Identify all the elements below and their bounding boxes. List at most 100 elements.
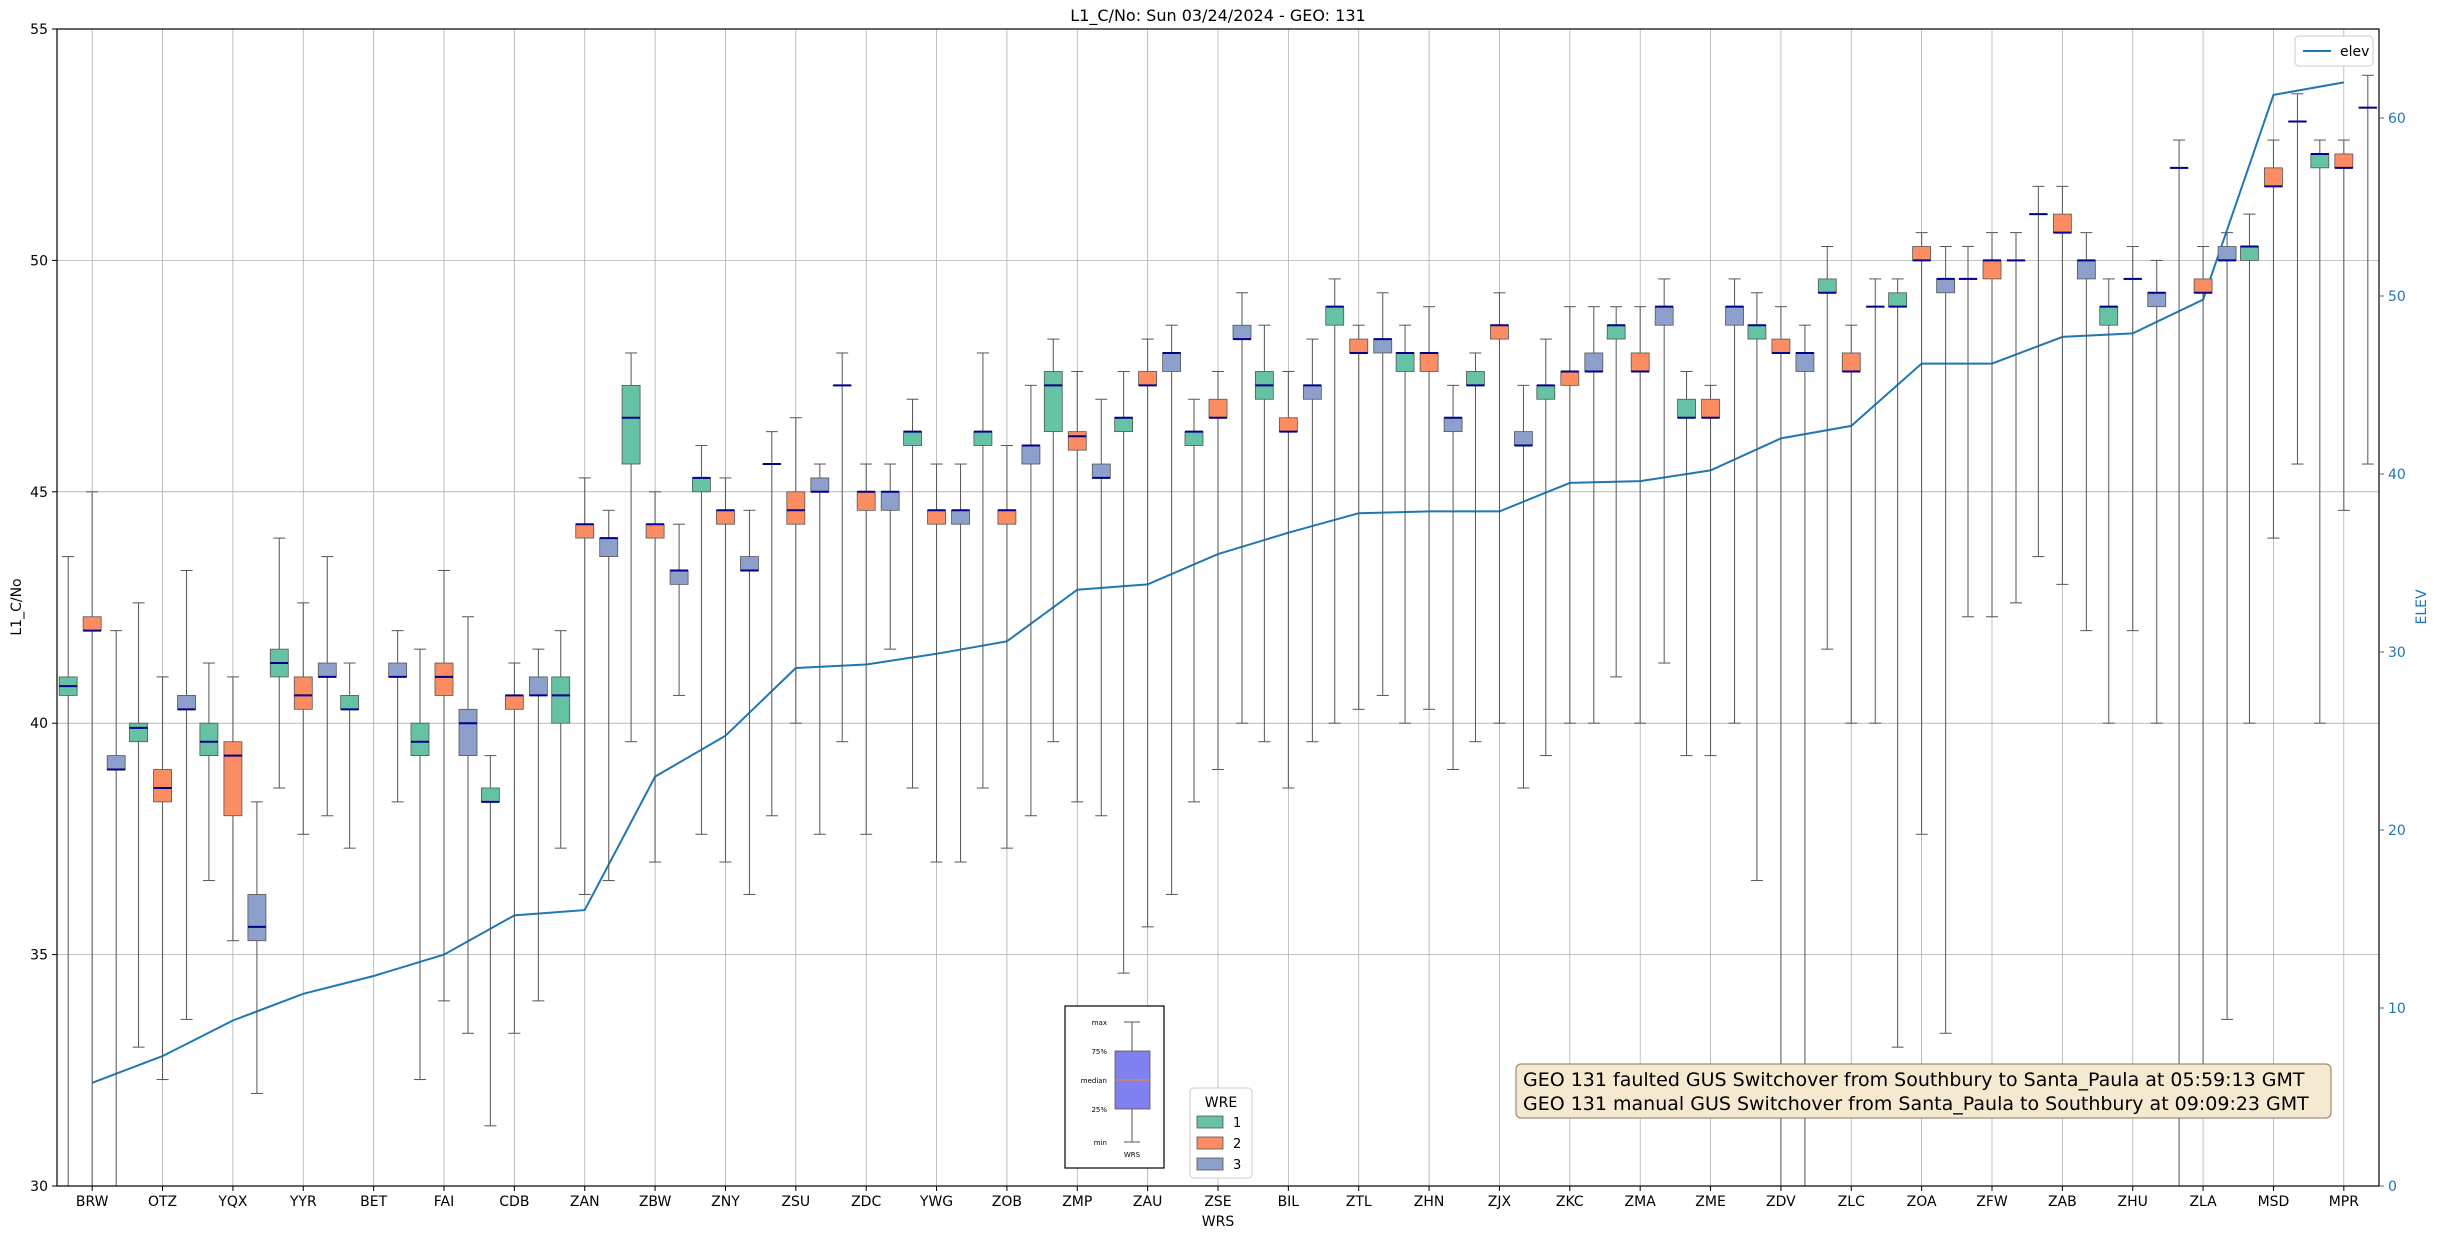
box-body bbox=[1912, 246, 1932, 261]
annotation-line-1: GEO 131 faulted GUS Switchover from Sout… bbox=[1523, 1069, 2305, 1091]
x-tick-label: ZNY bbox=[711, 1194, 740, 1210]
box-body bbox=[2217, 246, 2237, 261]
box-body bbox=[1373, 338, 1393, 354]
box-body bbox=[2099, 306, 2119, 326]
box-ZTL-wre2 bbox=[1349, 324, 1369, 710]
box-body bbox=[1466, 371, 1485, 386]
box-body bbox=[1184, 431, 1204, 446]
box-body bbox=[599, 537, 619, 557]
box-ZLC-wre2 bbox=[1841, 324, 1861, 724]
box-MPR-wre3 bbox=[2358, 74, 2378, 465]
box-ZMP-wre1 bbox=[1043, 338, 1063, 743]
box-body bbox=[223, 741, 243, 817]
box-body bbox=[2052, 213, 2072, 234]
y-tick-label: 35 bbox=[30, 948, 48, 964]
box-body bbox=[1278, 417, 1298, 433]
box-ZHU-wre1 bbox=[2099, 278, 2119, 724]
box-body bbox=[1395, 352, 1415, 372]
box-ZHN-wre3 bbox=[1443, 384, 1463, 770]
box-YWG-wre1 bbox=[903, 398, 922, 789]
box-ZDC-wre1 bbox=[832, 352, 852, 743]
legend-wre-swatch-3 bbox=[1196, 1157, 1224, 1171]
box-body bbox=[247, 894, 267, 942]
box-CDB-wre1 bbox=[480, 755, 500, 1127]
box-MPR-wre2 bbox=[2334, 139, 2354, 511]
box-body bbox=[153, 769, 172, 803]
box-ZAB-wre1 bbox=[2028, 185, 2048, 558]
box-ZLA-wre3 bbox=[2217, 232, 2237, 1020]
box-ZKC-wre2 bbox=[1560, 306, 1580, 724]
box-body bbox=[1162, 352, 1182, 372]
y-tick-label: 40 bbox=[30, 716, 48, 732]
box-body bbox=[1771, 338, 1791, 354]
x-tick-label: ZAN bbox=[570, 1194, 600, 1210]
box-MSD-wre2 bbox=[2264, 139, 2283, 539]
box-ZTL-wre1 bbox=[1325, 278, 1345, 724]
box-BRW-wre1 bbox=[58, 556, 78, 1187]
inset-box-key: max 75% median 25% min WRS bbox=[1064, 1005, 1165, 1169]
y2-tick-label: 50 bbox=[2388, 289, 2406, 305]
x-tick-label: YYR bbox=[289, 1194, 317, 1210]
box-body bbox=[82, 616, 102, 632]
box-body bbox=[973, 431, 993, 446]
x-tick-label: ZDV bbox=[1766, 1194, 1796, 1210]
annotation-box: GEO 131 faulted GUS Switchover from Sout… bbox=[1515, 1063, 2332, 1119]
box-BRW-wre2 bbox=[82, 491, 102, 1187]
legend-wre-label-1: 1 bbox=[1233, 1116, 1241, 1131]
box-ZSU-wre1 bbox=[762, 431, 782, 817]
box-body bbox=[1654, 306, 1674, 326]
x-tick-label: BIL bbox=[1278, 1194, 1300, 1210]
box-body bbox=[1817, 278, 1837, 294]
x-tick-label: CDB bbox=[499, 1194, 529, 1210]
box-ZAB-wre2 bbox=[2052, 185, 2072, 585]
box-body bbox=[2076, 259, 2096, 280]
inset-xlabel: WRS bbox=[1124, 1151, 1141, 1159]
legend-elev-label: elev bbox=[2340, 44, 2369, 60]
box-body bbox=[458, 708, 478, 756]
x-tick-label: ZSE bbox=[1204, 1194, 1231, 1210]
legend-wre-title: WRE bbox=[1205, 1095, 1237, 1111]
box-body bbox=[997, 509, 1017, 525]
box-FAI-wre1 bbox=[410, 648, 430, 1081]
inset-label-25: 25% bbox=[1091, 1106, 1107, 1114]
y-tick-label: 50 bbox=[30, 253, 48, 269]
box-YWG-wre2 bbox=[927, 463, 946, 863]
box-body bbox=[575, 523, 595, 539]
y2-tick-label: 30 bbox=[2388, 645, 2406, 661]
box-body bbox=[1514, 431, 1533, 446]
box-BIL-wre3 bbox=[1302, 338, 1322, 743]
box-body bbox=[2147, 292, 2167, 308]
box-ZNY-wre1 bbox=[692, 445, 711, 835]
x-tick-label: ZKC bbox=[1556, 1194, 1584, 1210]
box-body bbox=[692, 477, 711, 493]
x-tick-label: ZMA bbox=[1625, 1194, 1657, 1210]
box-ZDC-wre3 bbox=[880, 463, 900, 650]
box-YQX-wre2 bbox=[223, 676, 243, 942]
legend-wre-swatch-2 bbox=[1196, 1136, 1224, 1150]
box-ZMP-wre3 bbox=[1091, 398, 1111, 817]
box-ZAU-wre2 bbox=[1138, 338, 1158, 928]
box-ZKC-wre3 bbox=[1584, 306, 1604, 724]
box-ZME-wre2 bbox=[1701, 384, 1720, 757]
box-ZSU-wre3 bbox=[810, 463, 830, 835]
box-body bbox=[2310, 153, 2330, 169]
box-ZNY-wre3 bbox=[740, 509, 759, 895]
box-body bbox=[880, 491, 900, 511]
inset-label-min: min bbox=[1094, 1139, 1107, 1147]
box-body bbox=[951, 509, 970, 525]
box-ZME-wre1 bbox=[1677, 370, 1696, 757]
box-ZLC-wre3 bbox=[1865, 278, 1885, 724]
box-body bbox=[1043, 371, 1063, 433]
box-FAI-wre2 bbox=[434, 569, 454, 1002]
x-tick-label: ZHN bbox=[1414, 1194, 1445, 1210]
box-body bbox=[1630, 352, 1650, 372]
x-tick-label: ZMP bbox=[1062, 1194, 1092, 1210]
x-tick-label: ZTL bbox=[1346, 1194, 1372, 1210]
box-body bbox=[317, 662, 337, 678]
box-ZAN-wre2 bbox=[575, 477, 595, 895]
box-body bbox=[1584, 352, 1604, 372]
inset-label-max: max bbox=[1092, 1019, 1107, 1027]
x-tick-label: MPR bbox=[2329, 1194, 2360, 1210]
box-body bbox=[1747, 324, 1767, 340]
